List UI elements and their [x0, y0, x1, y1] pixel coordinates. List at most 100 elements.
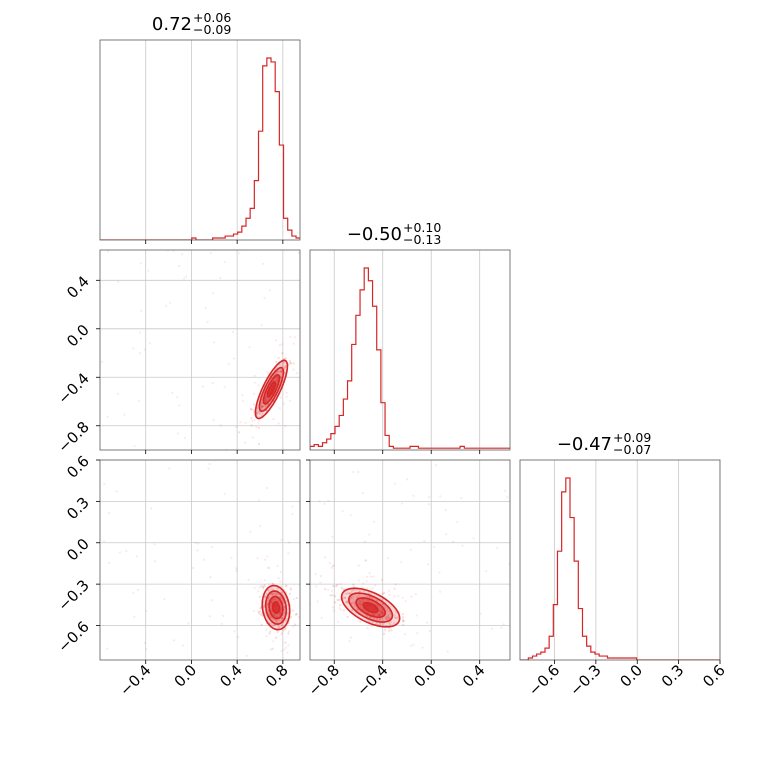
sample-point: [315, 585, 318, 588]
sample-point: [397, 595, 400, 598]
sample-point: [263, 604, 266, 608]
sample-point: [410, 644, 413, 647]
sample-point: [260, 324, 263, 327]
sample-point: [461, 544, 464, 547]
sample-point: [371, 587, 374, 590]
sample-point: [227, 363, 230, 366]
sample-point: [341, 510, 344, 513]
sample-point: [178, 404, 181, 407]
sample-point: [362, 589, 365, 593]
sample-point: [280, 361, 284, 364]
sample-point: [393, 594, 396, 597]
sample-point: [235, 567, 238, 570]
sample-point: [251, 436, 254, 439]
sample-point: [503, 489, 507, 492]
sample-point: [278, 595, 281, 598]
sample-point: [280, 617, 284, 620]
sample-point: [288, 362, 291, 365]
sample-point: [253, 586, 256, 590]
sample-point: [274, 592, 277, 595]
sample-point: [385, 617, 388, 620]
sample-point: [143, 641, 147, 645]
sample-point: [372, 575, 375, 578]
sample-point: [221, 614, 225, 618]
sample-point: [404, 600, 407, 603]
sample-point: [107, 511, 110, 515]
sample-point: [288, 541, 291, 544]
sample-point: [269, 648, 272, 651]
sample-point: [361, 492, 364, 495]
sample-point: [402, 623, 405, 626]
panel-title: −0.47 +0.09−0.07: [557, 430, 652, 457]
sample-point: [343, 596, 346, 599]
x-tick-label: 0.3: [658, 661, 688, 691]
sample-point: [295, 596, 298, 600]
sample-point: [132, 591, 135, 595]
sample-point: [169, 301, 172, 304]
sample-point: [281, 631, 284, 634]
sample-point: [295, 613, 298, 616]
sample-point: [211, 545, 214, 549]
sample-point: [270, 593, 273, 596]
panel-2-2: [519, 459, 721, 661]
sample-point: [426, 563, 429, 566]
sample-point: [376, 599, 379, 602]
sample-point: [257, 611, 260, 615]
sample-point: [285, 395, 288, 398]
y-tick-label: −0.8: [54, 418, 92, 456]
sample-point: [267, 583, 270, 586]
panel-2-0: [99, 459, 301, 661]
sample-point: [289, 588, 292, 591]
sample-point: [439, 590, 442, 593]
sample-point: [371, 621, 374, 624]
sample-point: [324, 587, 327, 591]
title-lower-error: −0.13: [403, 232, 441, 247]
density-contour: [266, 381, 277, 398]
sample-point: [280, 649, 283, 653]
sample-point: [331, 606, 335, 609]
sample-point: [268, 613, 271, 617]
sample-point: [490, 627, 494, 630]
sample-point: [201, 385, 205, 388]
sample-point: [132, 347, 135, 350]
sample-point: [412, 643, 415, 646]
sample-point: [460, 496, 463, 500]
sample-point: [263, 579, 266, 582]
sample-point: [281, 617, 284, 620]
sample-point: [378, 617, 381, 620]
sample-point: [263, 297, 266, 300]
sample-point: [401, 620, 404, 623]
sample-point: [241, 394, 244, 397]
sample-point: [338, 598, 341, 601]
sample-point: [359, 590, 362, 593]
sample-point: [257, 426, 260, 429]
sample-point: [284, 627, 287, 630]
sample-point: [279, 371, 282, 374]
sample-point: [280, 617, 284, 620]
title-upper-error: +0.09: [613, 430, 651, 445]
sample-point: [208, 462, 211, 465]
sample-point: [264, 558, 267, 561]
density-contour: [362, 601, 379, 614]
sample-point: [272, 618, 275, 621]
y-tick-label: 0.0: [63, 535, 93, 565]
sample-point: [349, 636, 353, 639]
sample-point: [389, 623, 392, 626]
sample-point: [276, 564, 279, 568]
sample-point: [387, 615, 390, 618]
sample-point: [284, 357, 287, 360]
sample-point: [136, 588, 140, 592]
sample-point: [256, 412, 259, 415]
sample-point: [439, 495, 442, 498]
sample-point: [289, 335, 292, 339]
sample-point: [250, 424, 253, 427]
sample-point: [371, 596, 374, 600]
sample-point: [294, 623, 297, 626]
sample-point: [207, 467, 210, 470]
sample-point: [276, 630, 279, 634]
sample-point: [116, 392, 119, 395]
sample-point: [211, 292, 214, 295]
sample-point: [232, 357, 235, 360]
sample-point: [292, 362, 295, 365]
sample-point: [279, 580, 282, 583]
